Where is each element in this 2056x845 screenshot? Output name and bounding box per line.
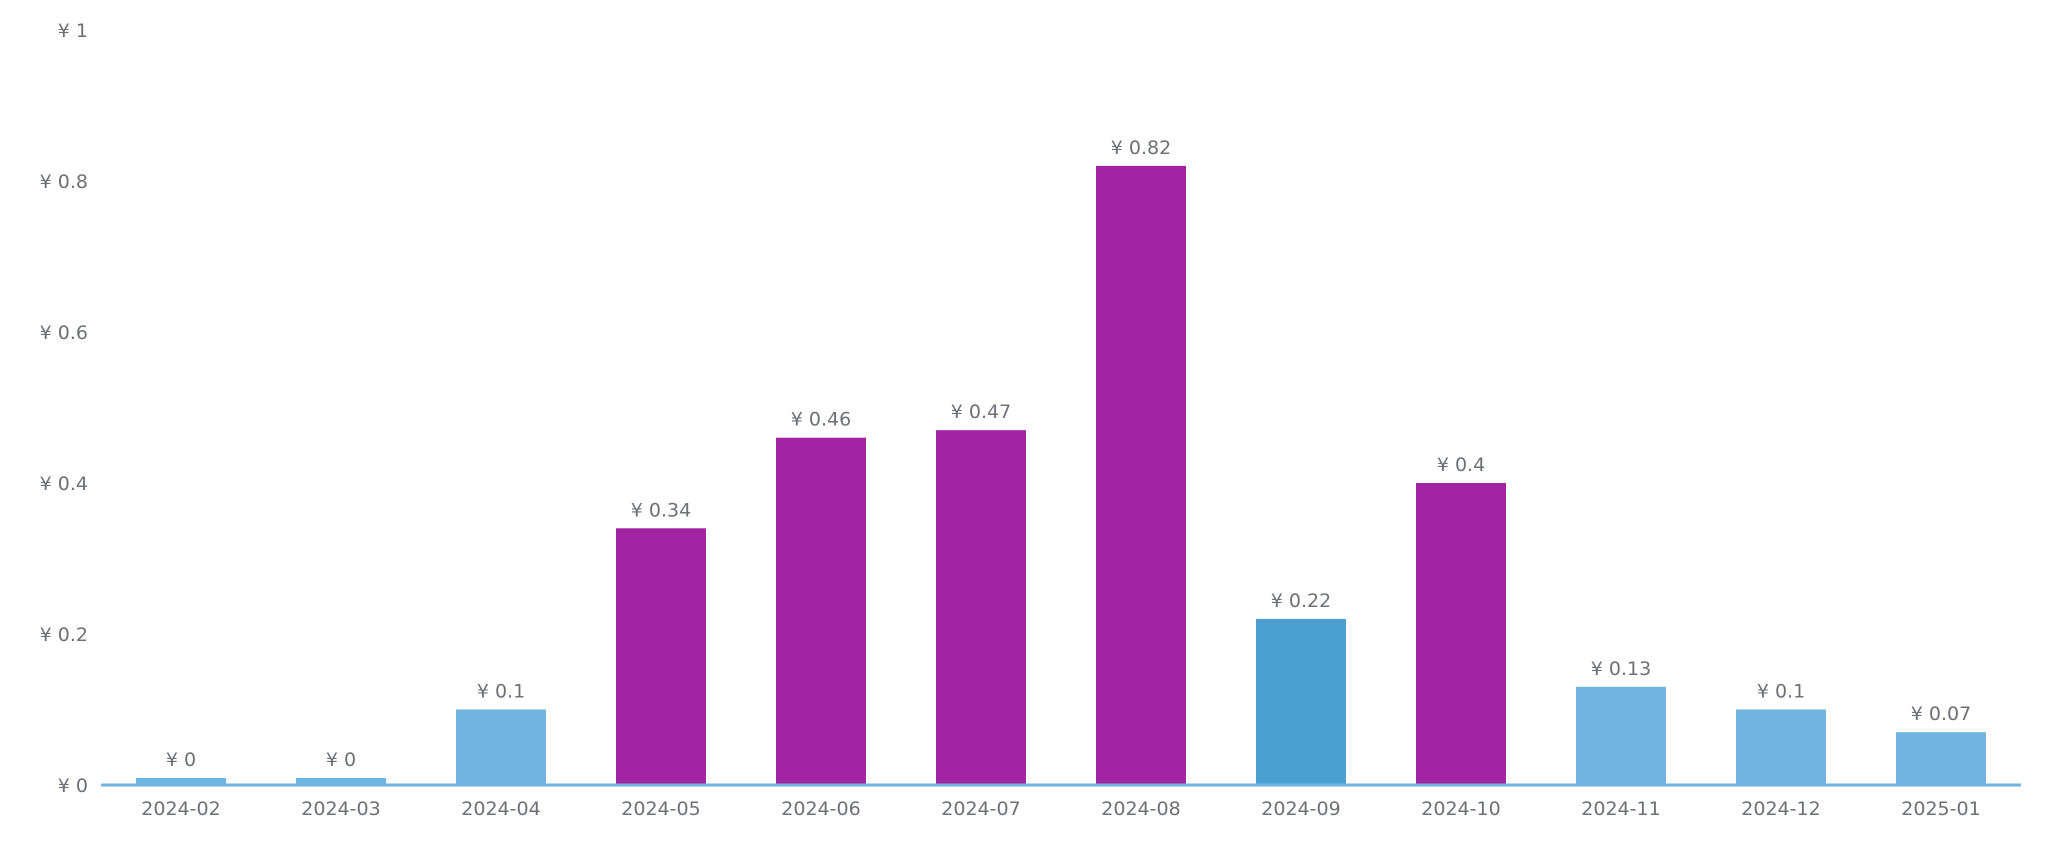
- bar-2024-12[interactable]: [1736, 709, 1826, 786]
- value-label-2024-07: ¥ 0.47: [951, 401, 1011, 423]
- y-tick-label: ¥ 1: [58, 20, 88, 42]
- value-label-2024-02: ¥ 0: [166, 749, 196, 771]
- bar-2024-06[interactable]: [776, 437, 866, 785]
- x-tick-label-2024-07: 2024-07: [941, 798, 1020, 820]
- x-tick-label-2024-05: 2024-05: [621, 798, 700, 820]
- bar-2024-09[interactable]: [1256, 618, 1346, 785]
- value-label-2024-11: ¥ 0.13: [1591, 658, 1651, 680]
- x-tick-label-2024-06: 2024-06: [781, 798, 860, 820]
- y-tick-label: ¥ 0.4: [40, 473, 88, 495]
- bar-2024-08[interactable]: [1096, 165, 1186, 785]
- y-tick-label: ¥ 0.6: [40, 322, 88, 344]
- y-tick-label: ¥ 0.8: [40, 171, 88, 193]
- y-tick-label: ¥ 0.2: [40, 624, 88, 646]
- value-label-2024-06: ¥ 0.46: [791, 409, 851, 431]
- x-tick-label-2024-02: 2024-02: [141, 798, 220, 820]
- bar-2024-10[interactable]: [1416, 483, 1506, 785]
- y-axis-ticks: ¥ 0 ¥ 0.2 ¥ 0.4 ¥ 0.6 ¥ 0.8 ¥ 1: [40, 20, 88, 797]
- value-label-2024-05: ¥ 0.34: [631, 499, 691, 521]
- bar-2024-11[interactable]: [1576, 686, 1666, 785]
- x-axis-labels: 2024-02 2024-03 2024-04 2024-05 2024-06 2024-…: [141, 798, 1980, 820]
- value-labels: ¥ 0 ¥ 0 ¥ 0.1 ¥ 0.34 ¥ 0.46 ¥ 0.47 ¥ 0.82 ¥ 0.2…: [166, 137, 1971, 771]
- value-label-2024-03: ¥ 0: [326, 749, 356, 771]
- bar-2025-01[interactable]: [1896, 732, 1986, 785]
- x-tick-label-2024-10: 2024-10: [1421, 798, 1500, 820]
- bar-2024-03[interactable]: [296, 778, 386, 785]
- y-tick-label: ¥ 0: [58, 775, 88, 797]
- value-label-2024-12: ¥ 0.1: [1757, 681, 1805, 703]
- value-label-2025-01: ¥ 0.07: [1911, 703, 1971, 725]
- value-label-2024-10: ¥ 0.4: [1437, 454, 1485, 476]
- bar-2024-02[interactable]: [136, 778, 226, 785]
- value-label-2024-04: ¥ 0.1: [477, 681, 525, 703]
- value-label-2024-08: ¥ 0.82: [1111, 137, 1171, 159]
- bar-2024-07[interactable]: [936, 430, 1026, 785]
- x-tick-label-2024-12: 2024-12: [1741, 798, 1820, 820]
- bar-2024-04[interactable]: [456, 709, 546, 786]
- x-tick-label-2024-04: 2024-04: [461, 798, 540, 820]
- x-tick-label-2024-09: 2024-09: [1261, 798, 1340, 820]
- x-tick-label-2025-01: 2025-01: [1901, 798, 1980, 820]
- bars: [136, 165, 1986, 786]
- x-tick-label-2024-03: 2024-03: [301, 798, 380, 820]
- x-tick-label-2024-08: 2024-08: [1101, 798, 1180, 820]
- bar-2024-05[interactable]: [616, 528, 706, 785]
- x-tick-label-2024-11: 2024-11: [1581, 798, 1660, 820]
- value-label-2024-09: ¥ 0.22: [1271, 590, 1331, 612]
